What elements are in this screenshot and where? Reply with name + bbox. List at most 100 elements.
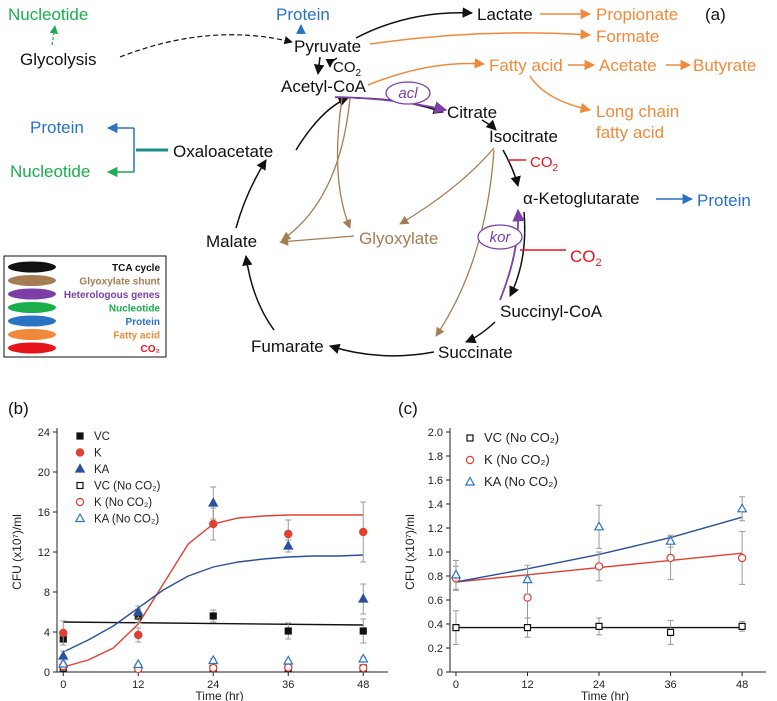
arrow-pyruvate-co2 [325,57,338,68]
arrow-isocitrate-succinate [435,149,495,337]
c0-legend-label-0: VC [94,431,110,443]
c1-xtick-label-0: 0 [453,679,459,691]
c0-legend-label-2: KA [94,464,110,476]
pathway-legend: TCA cycle Glyoxylate shunt Heterologous ge… [3,255,167,358]
c0-xtick-label-4: 48 [357,679,369,691]
node-propionate: Propionate [596,5,678,24]
c1-legend-marker-0 [466,434,474,442]
c0-s5-point-0 [58,658,69,668]
legend-swatch-6 [8,342,56,354]
node-nucleotide-oaa: Nucleotide [10,162,90,181]
node-fatty-acid: Fatty acid [489,56,563,75]
c1-xtick-label-4: 48 [736,679,748,691]
legend-swatch-5 [8,329,56,340]
c1-s2-point-0 [450,569,462,579]
arrow-kor [499,208,525,301]
arrow-pyruvate-formate [369,29,592,45]
arrow-malate-oaa [235,159,267,229]
gene-acl-ellipse [385,81,431,105]
c0-s1-point-3 [284,529,293,539]
legend-label-6: CO₂ [141,344,160,355]
c1-ytick-label-3: 0.6 [428,595,443,607]
node-pyruvate: Pyruvate [294,37,361,56]
legend-label-3: Nucleotide [109,304,161,315]
c1-ytick-label-2: 0.4 [428,619,443,631]
c1-legend-label-1: K (No CO₂) [484,452,550,467]
legend-label-0: TCA cycle [112,263,160,274]
c1-xlabel: Time (hr) [581,689,629,701]
node-protein-top: Protein [276,5,330,24]
arrow-pyruvate-acetylcoa [313,56,325,76]
c0-fit-line-2 [62,554,364,653]
c0-ytick-label-0: 0 [44,667,50,679]
c0-legend-marker-3 [76,481,84,490]
c1-s1-point-4 [737,553,747,563]
gene-kor-ellipse [477,224,523,250]
c0-legend-label-1: K [94,448,102,460]
c1-ytick-label-8: 1.6 [428,475,443,487]
c0-xtick-label-2: 24 [207,679,219,691]
c0-xtick-label-3: 36 [282,679,294,691]
c1-ylabel: CFU (x10⁷)/ml [403,514,417,590]
c1-ytick-label-10: 2.0 [428,427,443,439]
arrow-glycolysis-nucleotide [49,25,58,46]
c0-s2-point-1 [133,606,144,616]
c0-ytick-label-3: 12 [38,547,50,559]
node-oxaloacetate: Oxaloacetate [173,142,273,161]
c1-ytick-label-6: 1.2 [428,523,443,535]
node-protein-oaa: Protein [30,118,84,137]
node-long-chain-1: Long chain [596,102,679,121]
legend-swatch-3 [8,302,56,313]
c0-s4-point-3 [284,663,293,672]
node-long-chain-2: fatty acid [596,123,664,142]
legend-label-5: Fatty acid [113,331,160,342]
c1-s1-point-1 [523,593,532,602]
legend-label-2: Heterologous genes [64,290,161,301]
c0-s4-point-4 [359,663,368,673]
c1-legend-marker-1 [465,455,475,465]
c0-xlabel: Time (hr) [195,689,243,701]
c0-s2-point-2 [208,497,219,507]
c1-ytick-label-7: 1.4 [428,499,443,511]
c0-s2-point-3 [283,540,294,550]
c1-ytick-label-9: 1.8 [428,451,443,463]
gene-kor-label: kor [490,229,512,246]
c0-legend-marker-5 [74,512,86,523]
arrow-isocitrate-akg [502,149,521,188]
arrow-fumarate-malate [242,254,275,331]
c0-s0-point-4 [359,627,367,635]
c1-s2-point-2 [593,521,605,531]
c0-ytick-label-6: 24 [38,427,50,439]
c0-s5-point-1 [133,658,144,669]
c1-s1-point-2 [594,562,604,571]
chart-c: (c) 0 0.2 0.4 0.6 0.8 1.0 1.2 1.4 1.6 1.8 2.0 0 12 24… [398,399,766,701]
node-glycolysis: Glycolysis [20,50,97,69]
c1-s0-point-2 [595,622,603,631]
c0-legend-label-3: VC (No CO₂) [94,481,161,493]
c1-ytick-label-0: 0 [437,667,443,679]
node-fumarate: Fumarate [251,337,324,356]
c1-xtick-label-1: 12 [521,679,533,691]
arrow-isocitrate-glyoxylate [399,147,495,225]
c0-s0-point-3 [284,627,292,635]
legend-label-1: Glyoxylate shunt [79,277,160,288]
node-butyrate: Butyrate [693,56,756,75]
node-succinate: Succinate [438,343,513,362]
arrow-glycolysis-pyruvate [119,34,293,58]
c0-legend-marker-2 [74,463,86,473]
node-succinyl-coa: Succinyl-CoA [500,302,603,321]
c1-s0-point-0 [452,623,460,632]
arrow-pyruvate-lactate [355,7,474,39]
legend-swatch-4 [8,315,56,327]
c0-ytick-label-5: 20 [38,467,50,479]
c1-s0-point-1 [523,623,532,632]
c1-s0-point-3 [666,628,675,637]
c0-s4-point-2 [209,663,218,673]
node-citrate: Citrate [447,103,497,122]
arrow-acetylcoa-glyoxylate [336,97,352,229]
c1-legend-marker-2 [464,476,476,486]
c1-s1-point-3 [666,553,675,563]
